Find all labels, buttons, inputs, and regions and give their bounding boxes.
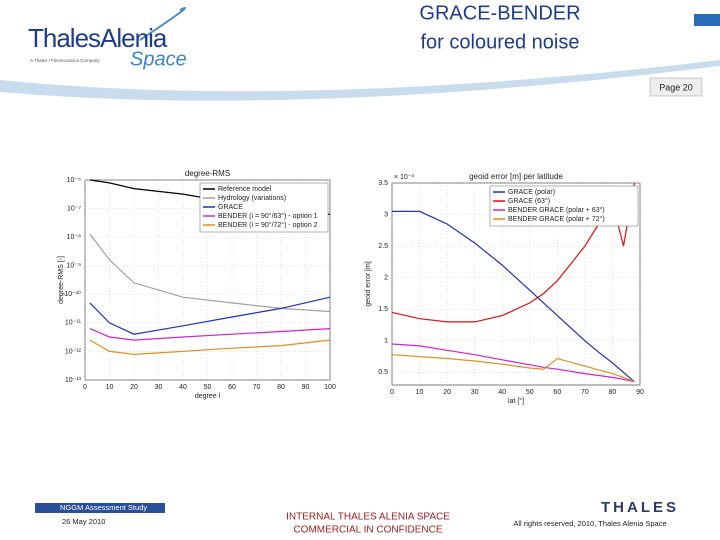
y-tick-label: 2.5: [378, 243, 388, 250]
legend-label: GRACE (63°): [508, 197, 550, 205]
x-tick-label: 40: [498, 389, 506, 396]
footer-date: 26 May 2010: [62, 517, 105, 526]
series-line: [89, 328, 331, 341]
footer-conf2: COMMERCIAL IN CONFIDENCE: [293, 525, 442, 536]
x-tick-label: 40: [179, 384, 187, 391]
series-line: [391, 343, 635, 383]
header-swoosh: [0, 60, 720, 101]
x-tick-label: 60: [553, 389, 561, 396]
series-line: [392, 210, 635, 383]
x-tick-label: 0: [390, 389, 394, 396]
series-line: [89, 339, 331, 356]
footer-rights: All rights reserved, 2010, Thales Alenia…: [513, 519, 666, 528]
x-tick-label: 80: [609, 389, 617, 396]
y-tick-label: 2: [384, 275, 388, 282]
logo-tag: A Thales / Finmeccanica Company: [30, 58, 100, 63]
footer-brand: THALES: [601, 499, 679, 516]
y-tick-label: 10⁻⁷: [67, 205, 81, 212]
y-tick-label: 10⁻⁶: [67, 177, 81, 184]
x-tick-label: 20: [130, 384, 138, 391]
x-axis-label: lat [°]: [508, 397, 524, 405]
legend-label: BENDER (i = 90°/72°) - option 2: [218, 221, 318, 229]
legend-label: Hydrology (variations): [218, 195, 286, 202]
logo: ThalesAlenia: [28, 23, 168, 53]
series-line: [391, 354, 635, 383]
logo-sub: Space: [130, 48, 187, 70]
y-tick-label: 10⁻⁸: [67, 234, 81, 241]
legend-box: [199, 182, 329, 233]
footer-study: NGGM Assessment Study: [60, 503, 147, 512]
legend-label: BENDER GRACE (polar + 63°): [508, 206, 605, 214]
slide-subtitle: for coloured noise: [421, 31, 580, 53]
x-tick-label: 0: [83, 384, 87, 391]
legend-label: BENDER GRACE (polar + 72°): [508, 215, 605, 223]
legend-label: GRACE (polar): [508, 189, 555, 196]
x-tick-label: 10: [106, 384, 114, 391]
x-axis-label: degree l: [195, 393, 221, 400]
y-tick-label: 3.5: [378, 180, 388, 187]
y-tick-label: 10⁻¹³: [65, 377, 82, 384]
y-tick-label: 1: [384, 338, 388, 345]
legend-label: BENDER (i = 90°/63°) - option 1: [218, 212, 318, 220]
x-tick-label: 50: [526, 389, 534, 396]
y-tick-label: 1.5: [378, 306, 388, 313]
page-number: Page 20: [659, 82, 693, 92]
x-tick-label: 50: [204, 384, 212, 391]
y-tick-label: 0.5: [378, 369, 388, 376]
logo-arc: [139, 7, 186, 41]
y-axis-label: geoid error [m]: [365, 261, 372, 307]
x-tick-label: 30: [155, 384, 163, 391]
legend-box: [489, 185, 639, 227]
y-tick-label: 10⁻¹⁰: [64, 290, 81, 298]
x-tick-label: 100: [324, 384, 336, 391]
series-line: [89, 296, 331, 335]
page-box: [649, 77, 703, 97]
x-tick-label: 80: [277, 384, 285, 391]
corner-tab: [694, 14, 720, 26]
x-tick-label: 90: [636, 389, 644, 396]
y-tick-label: 3: [384, 211, 388, 218]
x-tick-label: 20: [443, 389, 451, 396]
slide-title: GRACE-BENDER: [419, 2, 580, 24]
chart-title: degree-RMS: [185, 169, 230, 178]
x-tick-label: 60: [228, 384, 236, 391]
y-tick-label: 10⁻¹¹: [65, 320, 82, 327]
footer-bar: [35, 503, 165, 513]
y-tick-label: 10⁻⁹: [67, 263, 81, 270]
x-tick-label: 70: [581, 389, 589, 396]
x-tick-label: 10: [416, 389, 424, 396]
footer-conf1: INTERNAL THALES ALENIA SPACE: [286, 512, 450, 523]
y-axis-label: degree-RMS [-]: [58, 256, 65, 304]
x-tick-label: 30: [471, 389, 479, 396]
x-tick-label: 90: [302, 384, 310, 391]
chart-title: geoid error [m] per latitude: [469, 172, 563, 181]
x-tick-label: 70: [253, 384, 261, 391]
y-tick-label: 10⁻¹²: [65, 348, 82, 355]
legend-label: Reference model: [218, 186, 272, 193]
annotation: × 10⁻³: [394, 174, 415, 181]
legend-label: GRACE: [218, 204, 243, 211]
